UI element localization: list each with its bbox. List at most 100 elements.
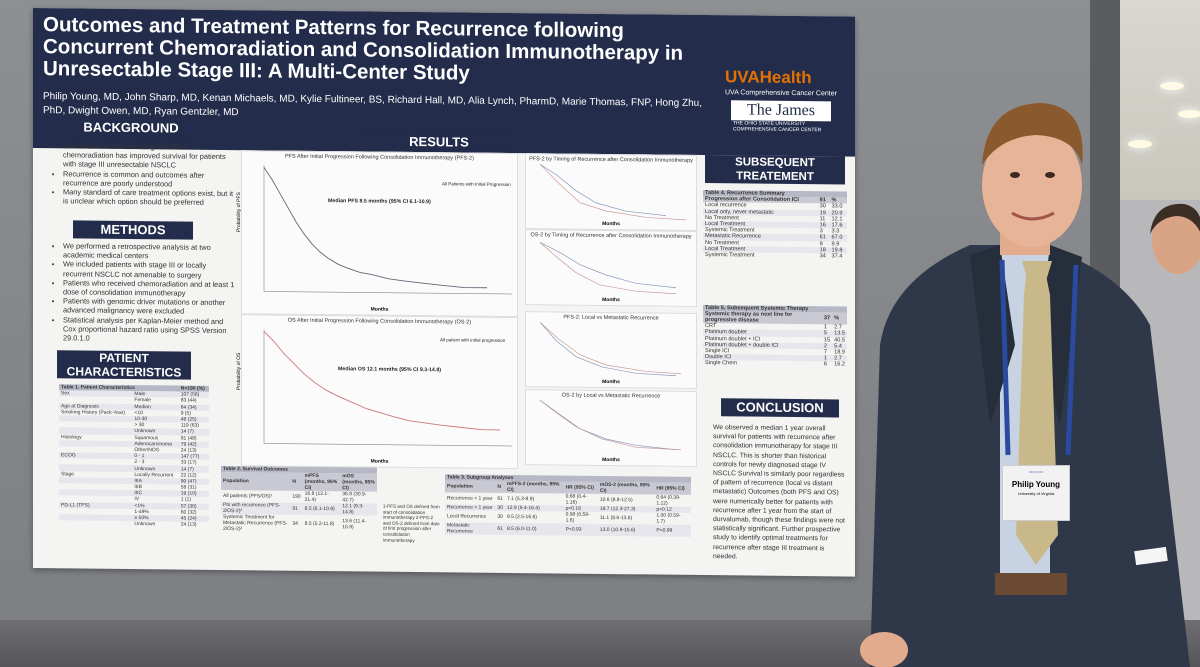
table-cell: All patients (PFS/OS)¹ xyxy=(223,493,273,500)
small-plot-curves xyxy=(539,400,682,451)
patient-characteristics-heading: PATIENT CHARACTERISTICS xyxy=(57,350,191,380)
patient-characteristics-table: Table 1. Patient Characteristics N=190 (%… xyxy=(59,384,209,528)
pfs2-y-label: Probability of PFS xyxy=(236,192,242,233)
table-header-cell: mOS (months, 95% CI) xyxy=(340,473,377,492)
small-plot-curves xyxy=(539,241,677,295)
table-cell: 9.5 (2.5-16.6) xyxy=(506,514,537,521)
table-cell: 190 xyxy=(292,493,301,500)
conclusion-text: We observed a median 1 year overall surv… xyxy=(713,424,845,561)
pfs2-legend: All Patients with Initial Progression xyxy=(442,181,511,188)
table-cell: 16.2 xyxy=(834,361,845,368)
table-cell: 36.8 (30.9-42.7) xyxy=(342,491,367,504)
table-cell: 30 xyxy=(497,514,503,521)
table-cell: 13.0 (10.9-15.6) xyxy=(597,524,655,537)
table-row: Systemic Treatment 34 37.4 xyxy=(703,252,847,260)
uva-logo-text: UVAHealth xyxy=(725,67,812,88)
table-cell: 8.5 (5.2-11.8) xyxy=(304,521,335,528)
methods-text: We performed a retrospective analysis at… xyxy=(55,241,235,344)
table-cell: 11.1 (8.6-13.6) xyxy=(599,515,633,522)
table-cell: Systemic Treatment for Metastatic Recurr… xyxy=(223,514,288,533)
bystander-person xyxy=(1150,203,1200,274)
table-cell: 37.4 xyxy=(831,253,843,260)
background-point: Recurrence is common and outcomes after … xyxy=(63,169,235,189)
small-km-plot: PFS-2: Local vs Metastatic Recurrence Mo… xyxy=(525,311,697,389)
table-cell: Pts with recurrence (PFS-2/OS-2)² xyxy=(221,502,291,515)
table-cell: 10.6 (8.8-12.5) xyxy=(599,497,633,504)
table-cell: 12.1 (9.3-14.8) xyxy=(340,503,377,516)
poster-title: Outcomes and Treatment Patterns for Recu… xyxy=(43,13,684,85)
badge-header: ▭▭▭▭ xyxy=(1028,469,1044,474)
table-header-cell: N xyxy=(495,481,505,494)
small-km-plot: OS-2 by Timing of Recurrence after Conso… xyxy=(525,229,697,307)
table-header-cell: Population xyxy=(221,472,291,491)
table-header-row: Systemic therapy as next line for progre… xyxy=(703,311,847,325)
table-cell: P=0.93 xyxy=(563,523,598,537)
table-cell: Smoking History (Pack-Year) xyxy=(61,409,126,416)
table-cell: Metastatic Recurrence xyxy=(445,522,496,536)
methods-point: We included patients with stage III or l… xyxy=(63,260,235,280)
badge-affiliation: University of Virginia xyxy=(1017,491,1055,496)
table-cell: Unknown xyxy=(134,521,156,528)
subsequent-systemic-therapy-table: Table 5. Subsequent Systemic Therapy Sys… xyxy=(703,305,847,368)
table-row: Unknown 24 (13) xyxy=(59,520,209,528)
table-cell: 8.5 (6.0-11.0) xyxy=(504,523,564,536)
table-header-cell: % xyxy=(832,312,847,325)
table-cell: 91 xyxy=(290,502,303,516)
table-cell: Recurrence < 1 year xyxy=(447,495,493,502)
table-cell: 13.6 (11.4-15.9) xyxy=(342,518,367,531)
table-row: Systemic Treatment for Metastatic Recurr… xyxy=(221,514,377,534)
badge-name: Philip Young xyxy=(1011,480,1061,489)
background-heading: BACKGROUND xyxy=(69,118,193,138)
pfs2-median-note: Median PFS 8.5 months (95% CI 6.1-10.9) xyxy=(328,198,431,206)
table-cell: 61 xyxy=(497,496,503,503)
table-cell: 1.00 (0.59-1.7) xyxy=(656,512,681,525)
table-cell: Local Recurrence xyxy=(447,513,487,521)
table-header-cell: HR (95% CI) xyxy=(563,481,598,495)
ceiling-light xyxy=(1178,110,1200,118)
table-header-cell: mPFS-2 (months, 95% CI) xyxy=(504,481,564,494)
ceiling-light xyxy=(1128,140,1152,148)
table-row: Single Chem 6 16.2 xyxy=(703,360,847,368)
the-james-logo: The James xyxy=(731,100,831,122)
table-header-cell: 37 xyxy=(821,312,833,325)
table-cell: 40.5 xyxy=(834,337,845,344)
small-plot-curves xyxy=(539,322,682,377)
table-cell: 34 xyxy=(292,520,298,527)
table-cell: 0.98 (0.59-1.6) xyxy=(565,511,590,525)
the-james-subtitle: THE OHIO STATE UNIVERSITY COMPREHENSIVE … xyxy=(733,120,822,134)
table-cell: 13.5 xyxy=(832,330,847,338)
recurrence-summary-table: Table 4. Recurrence Summary Progression … xyxy=(703,190,847,260)
conclusion-heading: CONCLUSION xyxy=(721,398,839,418)
table2-footnote: 1-PFS and OS defined from start of conso… xyxy=(383,503,440,543)
table-cell: 61 xyxy=(495,523,505,536)
table-cell: 8.5 (6.1-10.9) xyxy=(302,503,341,516)
uva-logo-subtitle: UVA Comprehensive Cancer Center xyxy=(725,89,837,98)
table-header-cell: mPFS (months, 95% CI) xyxy=(302,473,341,492)
os2-median-note: Median OS 12.1 months (95% CI 9.3-14.8) xyxy=(338,366,442,374)
small-plot-curves xyxy=(539,164,687,221)
methods-point: We performed a retrospective analysis at… xyxy=(63,241,235,261)
background-point: Consolidation durvalumab given after che… xyxy=(63,141,235,170)
table-cell: Single Chem xyxy=(705,360,738,367)
results-heading: RESULTS xyxy=(361,132,517,153)
table-cell: 0.64 (0.39-1.12) xyxy=(656,494,681,507)
os2-curve xyxy=(263,329,512,447)
table-header-cell: N xyxy=(290,472,303,492)
methods-heading: METHODS xyxy=(73,220,193,240)
table-cell: 0.68 (0.4-1.16) xyxy=(565,493,587,506)
table-cell: Recurrence > 1 year xyxy=(445,504,496,512)
pfs2-curve xyxy=(263,165,512,295)
ceiling xyxy=(1120,0,1200,200)
background-text: Consolidation durvalumab given after che… xyxy=(55,141,235,207)
methods-point: Patients who received chemoradiation and… xyxy=(63,278,235,298)
uva-health-logo: UVAHealth xyxy=(725,67,849,88)
table-header-cell: HR (95% CI) xyxy=(654,482,691,496)
table-row: Metastatic Recurrence 61 8.5 (6.0-11.0) P=0… xyxy=(445,522,691,538)
table-cell: P=0.99 xyxy=(654,524,691,538)
table-cell xyxy=(59,520,132,527)
table-cell: Systemic Treatment xyxy=(705,252,755,259)
os2-y-label: Probability of OS xyxy=(236,352,242,391)
